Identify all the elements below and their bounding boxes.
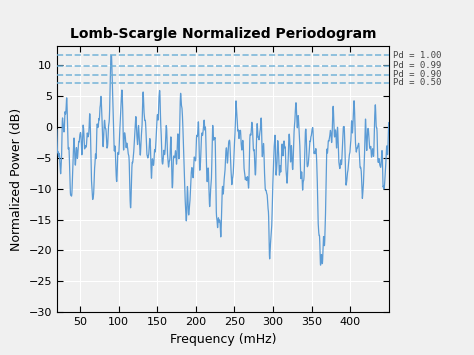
Y-axis label: Normalized Power (dB): Normalized Power (dB) — [10, 108, 23, 251]
Text: Pd = 1.00: Pd = 1.00 — [393, 51, 442, 60]
Text: Pd = 0.90: Pd = 0.90 — [393, 70, 442, 79]
Title: Lomb-Scargle Normalized Periodogram: Lomb-Scargle Normalized Periodogram — [70, 27, 376, 41]
Text: Pd = 0.50: Pd = 0.50 — [393, 78, 442, 87]
X-axis label: Frequency (mHz): Frequency (mHz) — [170, 333, 276, 346]
Text: Pd = 0.99: Pd = 0.99 — [393, 61, 442, 70]
